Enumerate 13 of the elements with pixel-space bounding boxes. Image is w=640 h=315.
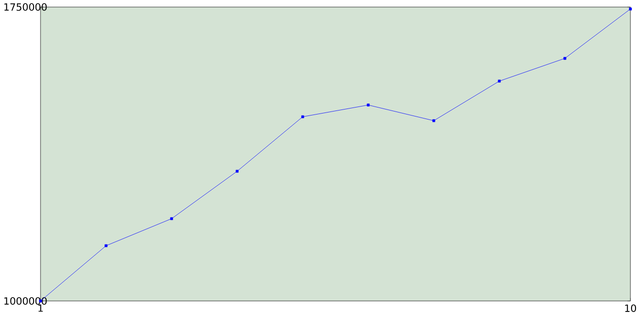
point: [563, 56, 566, 60]
point: [432, 119, 436, 122]
point: [104, 244, 108, 247]
x-tick-label: 1: [38, 304, 43, 312]
point: [366, 103, 370, 106]
point: [170, 217, 173, 220]
x-tick-label: 10: [625, 304, 636, 312]
point: [236, 170, 239, 173]
point: [301, 115, 304, 118]
y-tick-label: 1750000: [4, 3, 47, 11]
point: [498, 80, 501, 82]
y-tick-label: 1000000: [4, 297, 47, 305]
point: [629, 7, 632, 10]
